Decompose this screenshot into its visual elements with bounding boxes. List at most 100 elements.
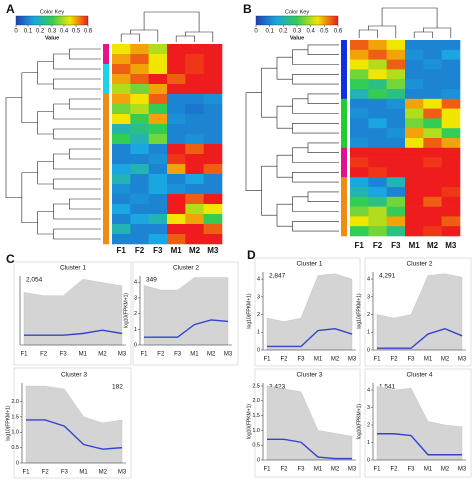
heatmap-cell: [441, 138, 461, 149]
row-group-bar: [341, 187, 347, 198]
key-tick-label: 0.1: [265, 29, 274, 35]
heatmap-cell: [130, 74, 149, 85]
dendrogram-branch: [53, 128, 101, 140]
row-group-bar: [341, 157, 347, 168]
heatmap-cell: [423, 177, 442, 188]
heatmap-cell: [423, 40, 442, 51]
heatmap-cell: [423, 89, 442, 100]
cluster-title: Cluster 1: [60, 265, 86, 272]
heatmap-cell: [386, 177, 406, 188]
heatmap-cell: [368, 157, 387, 168]
y-tick-label: 0: [257, 457, 260, 463]
dendrogram-branch: [53, 228, 101, 240]
heatmap-cell: [112, 204, 131, 215]
heatmap-cell: [405, 118, 424, 129]
heatmap-cell: [350, 147, 369, 158]
cluster-count: 349: [146, 277, 157, 284]
mean-line: [377, 327, 463, 349]
y-axis-label: log10(FPKM+1): [5, 405, 11, 440]
row-group-bar: [341, 128, 347, 139]
cluster-count: 182: [112, 384, 123, 391]
x-tick-label: M3: [118, 352, 127, 358]
x-tick-label: F3: [174, 352, 182, 358]
heatmap-cell: [441, 98, 461, 109]
key-label: Value: [45, 35, 59, 41]
column-label: F1: [116, 246, 126, 255]
x-tick-label: M2: [441, 467, 450, 473]
dendrogram-branch: [53, 153, 101, 170]
heatmap-cell: [386, 59, 406, 70]
row-group-bar: [341, 206, 347, 217]
heatmap-cell: [130, 154, 149, 165]
x-tick-label: F2: [42, 470, 50, 476]
heatmap-cell: [185, 144, 204, 155]
heatmap-cell: [203, 154, 223, 165]
y-tick-label: 1: [134, 327, 137, 333]
row-group-bar: [103, 144, 109, 155]
heatmap-cell: [203, 174, 223, 185]
heatmap-cell: [386, 49, 406, 60]
heatmap-cell: [130, 224, 149, 235]
heatmap-cell: [148, 84, 168, 95]
heatmap-cell: [112, 144, 131, 155]
x-tick-label: F2: [280, 467, 288, 473]
profile-envelope: [266, 385, 353, 461]
heatmap-cell: [185, 44, 204, 55]
key-title: Color Key: [285, 9, 309, 15]
heatmap-cell: [350, 79, 369, 90]
heatmap-cell: [185, 114, 204, 125]
heatmap-cell: [148, 44, 168, 55]
heatmap-cell: [112, 134, 131, 145]
heatmap-cell: [203, 54, 223, 65]
heatmap-cell: [368, 138, 387, 149]
heatmap-cell: [423, 138, 442, 149]
row-group-bar: [341, 108, 347, 119]
heatmap-cell: [167, 64, 186, 75]
heatmap-cell: [386, 138, 406, 149]
row-group-bar: [103, 164, 109, 175]
dendrogram-branch: [292, 147, 339, 163]
heatmap-cell: [368, 40, 387, 51]
dendrogram-branch: [21, 172, 38, 224]
y-tick-label: 0: [367, 347, 370, 353]
x-tick-label: F1: [140, 352, 148, 358]
heatmap-cell: [368, 49, 387, 60]
heatmap-cell: [350, 40, 369, 51]
x-tick-label: M2: [331, 357, 340, 363]
row-group-bar: [103, 204, 109, 215]
heatmap-cell: [350, 177, 369, 188]
y-axis-label: log10(FPKM+1): [356, 404, 362, 439]
heatmap-cell: [148, 214, 168, 225]
x-tick-label: F2: [280, 357, 288, 363]
dendrogram-branch: [276, 154, 293, 178]
heatmap-cell: [130, 64, 149, 75]
dendrogram-branch: [69, 148, 101, 160]
heatmap-cell: [148, 64, 168, 75]
heatmap-cell: [368, 89, 387, 100]
panel-label: B: [243, 2, 252, 16]
y-tick-label: 3: [367, 405, 370, 411]
x-tick-label: M3: [348, 357, 357, 363]
heatmap-cell: [423, 108, 442, 119]
heatmap-cell: [185, 104, 204, 115]
column-label: F2: [373, 241, 383, 250]
heatmap-cell: [350, 128, 369, 139]
heatmap-cell: [203, 194, 223, 205]
heatmap-cell: [441, 167, 461, 178]
key-tick-label: 0: [254, 29, 258, 35]
heatmap-cell: [130, 194, 149, 205]
heatmap-cell: [130, 204, 149, 215]
heatmap-cell: [167, 164, 186, 175]
heatmap-cell: [185, 194, 204, 205]
dendrogram-branch: [37, 211, 54, 235]
heatmap-cell: [185, 54, 204, 65]
heatmap-cell: [130, 164, 149, 175]
cluster-title: Cluster 2: [406, 261, 432, 268]
heatmap-cell: [130, 174, 149, 185]
cluster-title: Cluster 4: [406, 372, 432, 379]
heatmap-cell: [112, 104, 131, 115]
row-group-bar: [341, 89, 347, 100]
x-tick-label: F2: [390, 467, 398, 473]
heatmap-cell: [130, 234, 149, 245]
dendrogram-branch: [261, 67, 277, 118]
